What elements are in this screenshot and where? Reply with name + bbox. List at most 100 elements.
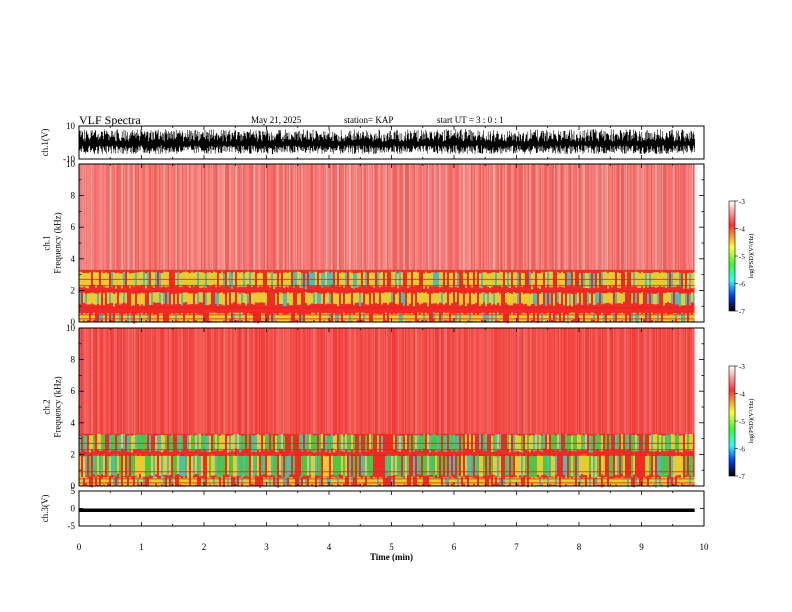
spectrogram-streak (233, 164, 235, 270)
spectrogram-streak (267, 328, 269, 434)
spectrogram-streak (277, 328, 278, 434)
spectrogram-streak (455, 164, 457, 270)
spectrogram-streak (397, 328, 398, 434)
spectrogram-band-cell (175, 293, 177, 305)
spectrogram-band-cell (177, 454, 179, 475)
spectrogram-band-cell (173, 292, 175, 303)
spectrogram-streak (214, 328, 216, 434)
spectrogram-band-cell (237, 434, 239, 450)
spectrogram-band-cell (181, 312, 183, 323)
spectrogram-band-cell (453, 434, 455, 450)
spectrogram-streak (271, 328, 272, 434)
spectrogram-streak (281, 164, 283, 270)
spectrogram-streak (491, 164, 493, 270)
spectrogram-band-cell (167, 455, 169, 476)
spectrogram-streak (446, 164, 447, 270)
spectrogram-band-cell (671, 455, 673, 477)
spectrogram-streak (602, 164, 603, 270)
spectrogram-streak (689, 164, 691, 270)
spectrogram-streak (297, 164, 299, 270)
spectrogram-streak (283, 328, 284, 434)
spectrogram-band-cell (341, 293, 343, 304)
spectrogram-streak (442, 328, 444, 434)
spectrogram-band-cell (637, 293, 639, 304)
spectrogram-band-cell (265, 455, 267, 476)
spectrogram-streak (457, 328, 458, 434)
spectrogram-band-cell (323, 454, 325, 477)
spectrogram-streak (512, 328, 513, 434)
spectrogram-band-cell (227, 477, 229, 487)
spectrogram-band-cell (579, 313, 581, 322)
spectrogram-streak (110, 328, 111, 434)
spectrogram-band-cell (623, 292, 625, 302)
spectrogram-streak (220, 164, 222, 270)
spectrogram-band-cell (215, 292, 217, 305)
spectrogram-streak (268, 164, 270, 270)
spectrogram-band-cell (327, 455, 329, 477)
spectrogram-band-cell (443, 477, 445, 487)
spectrogram-band-cell (337, 476, 339, 485)
spectrogram-streak (325, 164, 326, 270)
spectrogram-band-cell (417, 434, 419, 451)
spectrogram-band-cell (125, 292, 127, 304)
spectrogram-streak (199, 328, 200, 434)
station-label: station= KAP (344, 115, 394, 125)
spectrogram-band-cell (531, 454, 533, 476)
spectrogram-band-cell (487, 434, 489, 450)
spectrogram-band-cell (651, 434, 653, 452)
y-tick-label: 10 (66, 159, 76, 169)
spectrogram-streak (117, 328, 119, 434)
spectrogram-band-cell (651, 477, 653, 486)
spectrogram-streak (362, 328, 363, 434)
spectrogram-streak (377, 164, 379, 270)
spectrogram-band-cell (337, 435, 339, 453)
spectrogram-band-cell (691, 477, 693, 485)
spectrogram-streak (649, 328, 650, 434)
spectrogram-band-cell (543, 313, 545, 323)
spectrogram-band-cell (143, 293, 145, 306)
spectrogram-streak (315, 164, 317, 270)
spectrogram-band-cell (531, 435, 533, 450)
spectrogram-streak (350, 164, 351, 270)
spectrogram-band-cell (139, 434, 141, 450)
spectrogram-band-cell (599, 293, 601, 306)
spectrogram-band-cell (129, 477, 131, 487)
spectrogram-streak (674, 164, 675, 270)
spectrogram-band-cell (157, 272, 159, 288)
spectrogram-band-cell (171, 455, 173, 477)
spectrogram-streak (349, 328, 350, 434)
spectrogram-streak (91, 328, 92, 434)
spectrogram-band-cell (547, 292, 549, 304)
spectrogram-streak (259, 164, 260, 270)
spectrogram-band-cell (261, 273, 263, 287)
spectrogram-band-cell (675, 455, 677, 476)
spectrogram-streak (81, 328, 83, 434)
spectrogram-streak (279, 328, 281, 434)
spectrogram-streak (224, 164, 225, 270)
spectrogram-band-cell (565, 272, 567, 287)
spectrogram-band-cell (667, 273, 669, 287)
spectrogram-streak (431, 328, 433, 434)
spectrogram-streak (466, 164, 468, 270)
spectrogram-streak (135, 164, 137, 270)
spectrogram-streak (675, 328, 677, 434)
spectrogram-band-cell (495, 313, 497, 321)
spectrogram-band-cell (673, 272, 675, 288)
spectrogram-band-cell (191, 456, 193, 479)
spectrogram-band-cell (677, 271, 679, 286)
spectrogram-band-cell (655, 293, 657, 305)
spectrogram-band-cell (477, 271, 479, 286)
spectrogram-streak (255, 164, 257, 270)
spectrogram-streak (585, 164, 587, 270)
spectrogram-band-cell (657, 477, 659, 487)
spectrogram-band-cell (327, 292, 329, 304)
spectrogram-streak (668, 328, 669, 434)
spectrogram-band-cell (229, 456, 231, 477)
spectrogram-streak (202, 164, 204, 270)
spectrogram-band-cell (555, 477, 557, 485)
spectrogram-band-cell (395, 314, 397, 322)
spectrogram-streak (371, 164, 373, 270)
spectrogram-band-cell (687, 292, 689, 304)
spectrogram-band-cell (177, 271, 179, 285)
spectrogram-band-cell (589, 435, 591, 453)
